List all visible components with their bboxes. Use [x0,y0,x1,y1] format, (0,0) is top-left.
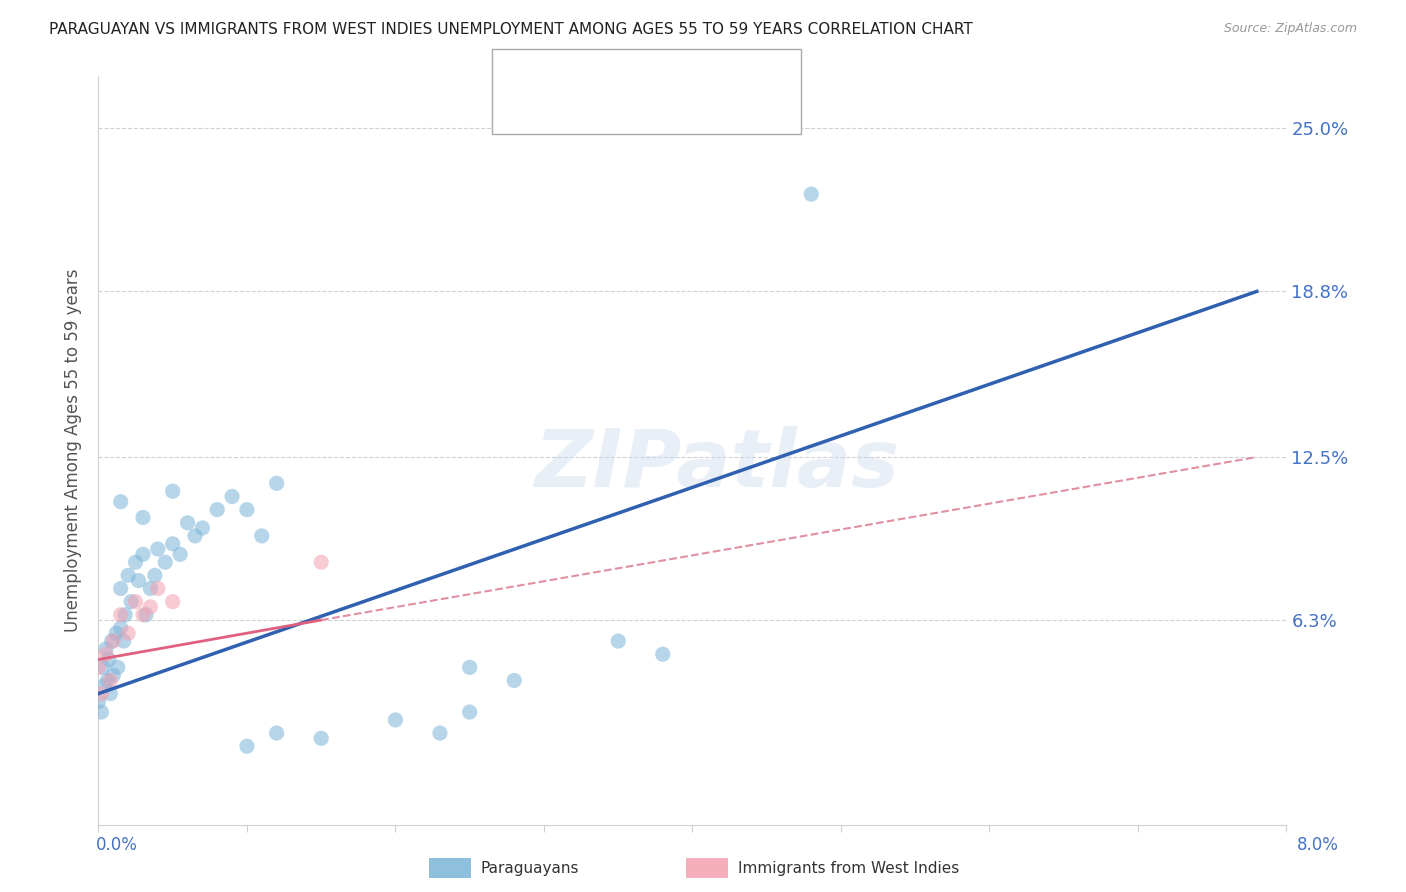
Point [105,626,128,640]
Point [124,594,146,608]
Point [169,547,191,561]
Point [103,634,125,648]
Point [607,634,630,648]
Point [139,582,162,596]
Point [120,594,142,608]
Point [236,502,259,516]
Point [429,726,451,740]
Point [96,673,118,688]
Point [236,739,259,754]
Point [97,652,120,666]
Point [503,673,526,688]
Point [651,647,673,661]
Text: R = 0.604   N = 49: R = 0.604 N = 49 [557,65,741,84]
Point [98,673,121,688]
Point [146,582,169,596]
Point [800,187,823,202]
Point [162,484,184,499]
Point [309,555,332,569]
Y-axis label: Unemployment Among Ages 55 to 59 years: Unemployment Among Ages 55 to 59 years [65,268,83,632]
Point [191,521,214,535]
Point [128,574,150,588]
Text: 0.0%: 0.0% [96,836,138,854]
Point [143,568,166,582]
Text: ZIPatlas: ZIPatlas [534,426,898,505]
Point [94,642,117,657]
Point [384,713,406,727]
Point [162,537,184,551]
Text: PARAGUAYAN VS IMMIGRANTS FROM WEST INDIES UNEMPLOYMENT AMONG AGES 55 TO 59 YEARS: PARAGUAYAN VS IMMIGRANTS FROM WEST INDIE… [49,22,973,37]
Point [309,731,332,746]
Point [94,647,117,661]
Point [90,687,112,701]
Point [146,542,169,557]
Point [458,705,481,719]
Point [132,510,155,524]
Point [91,660,114,674]
Text: R = 0.247   N = 13: R = 0.247 N = 13 [557,99,741,117]
Point [132,607,155,622]
Point [117,626,139,640]
Point [458,660,481,674]
Text: Paraguayans: Paraguayans [481,862,579,876]
Point [207,502,229,516]
Point [132,547,155,561]
Point [110,607,132,622]
Point [101,634,124,648]
Point [98,687,121,701]
Point [135,607,157,622]
Point [266,476,288,491]
Text: Source: ZipAtlas.com: Source: ZipAtlas.com [1223,22,1357,36]
Point [107,660,129,674]
Point [110,494,132,508]
Point [139,599,162,614]
Point [114,607,136,622]
Point [93,679,115,693]
Text: 8.0%: 8.0% [1296,836,1339,854]
Point [176,516,198,530]
Point [221,490,243,504]
Point [110,582,132,596]
Bar [517,62,546,88]
Point [117,568,139,582]
Point [87,660,110,674]
Bar [517,95,546,121]
Point [124,555,146,569]
Point [155,555,177,569]
Point [90,705,112,719]
Point [250,529,273,543]
Point [266,726,288,740]
Text: Immigrants from West Indies: Immigrants from West Indies [738,862,959,876]
Point [110,621,132,635]
Point [184,529,207,543]
Point [162,594,184,608]
Point [87,694,110,708]
Point [112,634,135,648]
Point [103,668,125,682]
